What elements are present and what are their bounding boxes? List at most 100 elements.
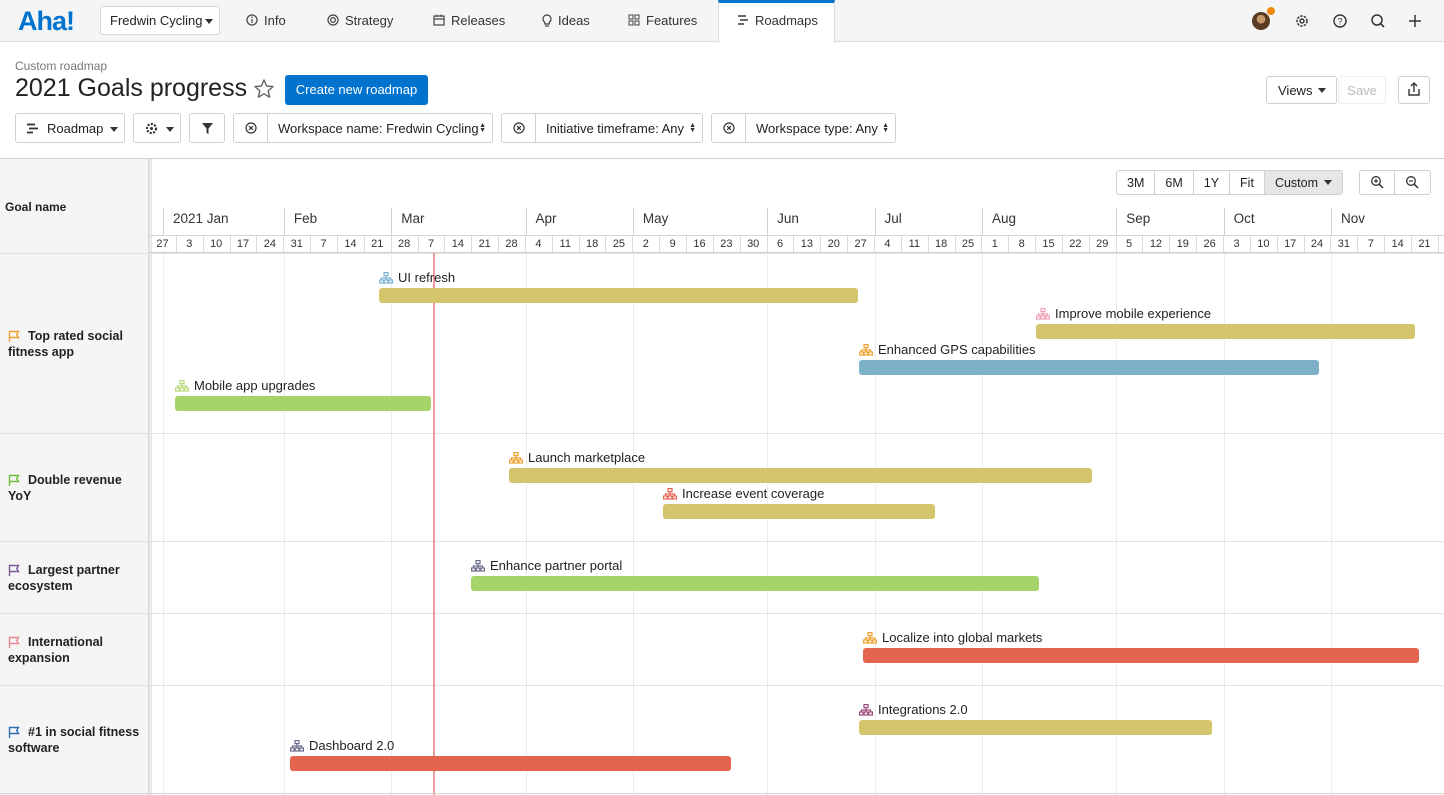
month-separator [283,208,285,235]
views-button[interactable]: Views [1266,76,1337,104]
month-label: Aug [991,211,1016,226]
initiative-bar[interactable] [663,504,935,519]
day-tick-label: 22 [1069,238,1082,250]
clear-filter-button[interactable] [502,114,536,142]
initiative-bar[interactable] [859,720,1212,735]
day-separator [471,236,473,253]
day-separator [363,236,365,253]
tab-releases[interactable]: Releases [433,0,505,42]
month-gridline [632,253,634,795]
goal-row-label[interactable]: Largest partner ecosystem [8,562,143,594]
zoom-out-icon [1406,176,1419,189]
month-separator [525,208,527,235]
initiative-label[interactable]: Launch marketplace [509,450,645,465]
initiative-bar[interactable] [509,468,1092,483]
initiative-bar[interactable] [859,360,1319,375]
zoom-3m-button[interactable]: 3M [1117,171,1156,194]
settings-dropdown[interactable] [133,113,181,143]
initiative-bar[interactable] [290,756,731,771]
help-icon[interactable]: ? [1330,11,1350,31]
month-gridline [525,253,527,795]
day-tick-label: 2 [642,238,649,250]
zoom-fit-button[interactable]: Fit [1230,171,1265,194]
zoom-custom-button[interactable]: Custom [1264,171,1343,194]
month-gridline [767,253,769,795]
tab-info[interactable]: Info [246,0,286,42]
goal-row-label[interactable]: #1 in social fitness software [8,724,143,756]
tab-features[interactable]: Features [628,0,697,42]
goal-name-header[interactable]: Goal name [5,200,67,214]
zoom-in-button[interactable] [1360,171,1395,194]
day-tick-label: 18 [585,238,599,250]
day-separator [1330,236,1332,253]
day-tick-label: 28 [505,238,518,250]
initiative-label[interactable]: Improve mobile experience [1036,306,1211,321]
create-roadmap-button[interactable]: Create new roadmap [285,75,428,105]
save-button[interactable]: Save [1338,76,1386,104]
goal-row-label[interactable]: Double revenue YoY [8,472,143,504]
clear-filter-button[interactable] [234,114,268,142]
initiative-bar[interactable] [1036,324,1415,339]
initiative-bar[interactable] [175,396,431,411]
day-tick-label: 21 [478,238,491,250]
tab-roadmaps[interactable]: Roadmaps [718,0,835,43]
zoom-out-button[interactable] [1395,171,1430,194]
day-separator [1437,236,1439,253]
export-button[interactable] [1398,76,1430,104]
initiative-timeframe-filter[interactable]: Initiative timeframe: Any ▲ ▼ [501,113,703,143]
day-separator [1410,236,1412,253]
workspace-type-filter[interactable]: Workspace type: Any ▲ ▼ [711,113,896,143]
hierarchy-icon [471,559,485,572]
column-resize-handle[interactable] [149,159,152,795]
aha-logo[interactable]: Aha! [18,6,75,36]
zoom-1y-button[interactable]: 1Y [1194,171,1231,194]
star-icon[interactable] [253,78,275,100]
initiative-label[interactable]: Enhance partner portal [471,558,622,573]
chevron-down-icon [110,127,118,132]
hierarchy-icon [509,451,523,464]
initiative-label[interactable]: Mobile app upgrades [175,378,315,393]
workspace-selector[interactable]: Fredwin Cycling [100,6,220,35]
day-tick-label: 14 [451,238,464,250]
day-tick-label: 3 [186,238,193,250]
initiative-label[interactable]: UI refresh [379,270,455,285]
initiative-label[interactable]: Dashboard 2.0 [290,738,394,753]
lightbulb-icon [542,14,552,27]
day-tick-label: 30 [747,238,760,250]
plus-icon[interactable] [1405,11,1425,31]
tab-strategy[interactable]: Strategy [327,0,393,42]
month-gridline [163,253,164,795]
gear-icon[interactable] [1292,11,1312,31]
tab-ideas[interactable]: Ideas [542,0,590,42]
goal-column [0,159,149,795]
initiative-label[interactable]: Localize into global markets [863,630,1042,645]
workspace-name-filter[interactable]: Workspace name: Fredwin Cycling ▲ ▼ [233,113,493,143]
initiative-bar[interactable] [379,288,858,303]
breadcrumb[interactable]: Custom roadmap [15,59,108,73]
initiative-label[interactable]: Enhanced GPS capabilities [859,342,1036,357]
day-tick-label: 5 [1126,238,1133,250]
day-tick-label: 6 [776,238,784,250]
initiative-label[interactable]: Integrations 2.0 [859,702,968,717]
initiative-bar[interactable] [471,576,1039,591]
goal-row-label[interactable]: International expansion [8,634,143,666]
hierarchy-icon [379,271,393,284]
view-type-dropdown[interactable]: Roadmap [15,113,125,143]
goal-name: #1 in social fitness software [8,725,140,755]
zoom-controls [1359,170,1431,195]
day-separator [1196,236,1198,253]
day-tick-label: 7 [427,238,435,250]
initiative-bar[interactable] [863,648,1419,663]
user-avatar[interactable] [1252,12,1270,30]
search-icon[interactable] [1368,11,1388,31]
day-tick-label: 25 [961,238,975,250]
goal-row-label[interactable]: Top rated social fitness app [8,328,143,360]
day-separator [820,236,822,253]
initiative-label[interactable]: Increase event coverage [663,486,824,501]
zoom-6m-button[interactable]: 6M [1155,171,1194,194]
clear-filter-button[interactable] [712,114,746,142]
day-tick-label: 4 [884,238,891,250]
gear-icon [145,122,158,135]
filter-button[interactable] [189,113,225,143]
hierarchy-icon [290,739,304,752]
